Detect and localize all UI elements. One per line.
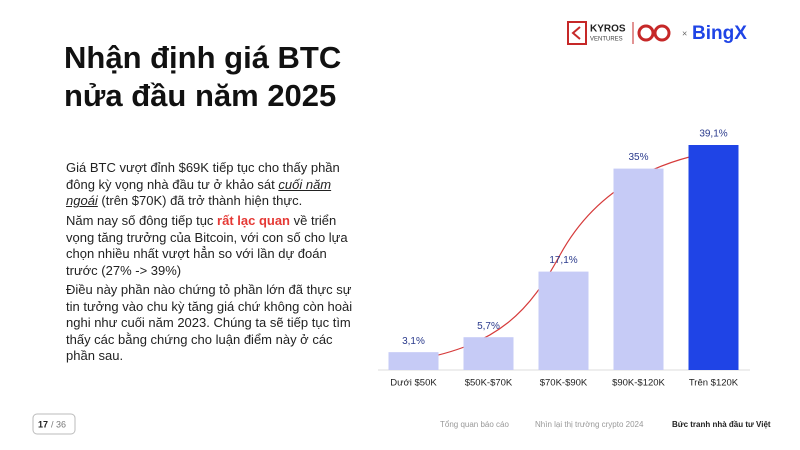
bar [688, 145, 739, 370]
logo-icon [567, 21, 587, 45]
data-label: 35% [628, 152, 648, 163]
data-label: 17,1% [549, 255, 577, 266]
bar [388, 352, 439, 370]
data-label: 5,7% [477, 321, 500, 332]
paragraph: Điều này phần nào chứng tỏ phần lớn đã t… [66, 282, 358, 365]
text: cuối năm ngoái [66, 176, 332, 209]
text: Điều này phần nào chứng tỏ phần lớn đã t… [66, 282, 353, 363]
page-total: / 36 [51, 419, 66, 429]
x-tick-label: $50K-$70K [465, 378, 513, 389]
logo-icon [653, 24, 671, 42]
data-label: 3,1% [402, 336, 425, 347]
bar [613, 168, 664, 370]
x-tick-label: $90K-$120K [612, 378, 665, 389]
logo-icon [571, 26, 581, 40]
text: Giá BTC vượt đỉnh $69K tiếp tục cho thấy… [66, 160, 340, 192]
bar [538, 271, 589, 370]
logo-icon [637, 24, 655, 42]
x-tick-label: $70K-$90K [540, 378, 588, 389]
title: Nhận định giá BTC [64, 40, 342, 75]
footer-nav[interactable]: Tổng quan báo cáo [440, 420, 509, 429]
x-tick-label: Dưới $50K [390, 378, 437, 389]
x-tick-label: Trên $120K [689, 378, 739, 389]
page-box [32, 413, 76, 435]
footer-nav[interactable]: Bức tranh nhà đầu tư Việt [672, 420, 771, 429]
paragraph: Giá BTC vượt đỉnh $69K tiếp tục cho thấy… [66, 160, 358, 210]
text: về triển vọng tăng trưởng của Bitcoin, v… [66, 213, 348, 278]
bar [463, 337, 514, 370]
text: Năm nay số đông tiếp tục [66, 213, 218, 228]
logo-text: × [682, 28, 687, 38]
logo-text: KYROS [590, 24, 626, 35]
logo-text: VENTURES [590, 37, 623, 43]
data-label: 39,1% [699, 129, 727, 140]
title: nửa đầu năm 2025 [64, 78, 337, 113]
logo-text: BingX [692, 23, 747, 44]
page-number: 17 [38, 419, 48, 429]
paragraph: Năm nay số đông tiếp tục rất lạc quan về… [66, 213, 358, 279]
footer-nav[interactable]: Nhìn lại thị trường crypto 2024 [535, 420, 644, 429]
text: (trên $70K) đã trở thành hiện thực. [97, 193, 303, 208]
text: rất lạc quan [217, 213, 290, 228]
